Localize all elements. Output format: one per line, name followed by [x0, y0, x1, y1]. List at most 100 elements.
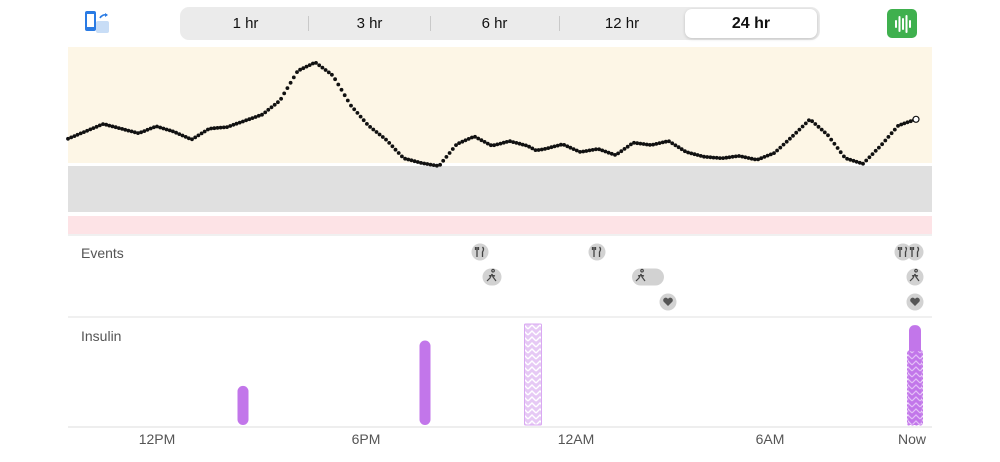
glucose-point — [797, 127, 802, 132]
events-label: Events — [81, 245, 124, 261]
glucose-point — [702, 154, 706, 159]
glucose-point — [574, 148, 579, 153]
glucose-point — [698, 154, 703, 158]
glucose-point — [692, 152, 697, 157]
glucose-point — [482, 140, 487, 144]
fork-knife-icon — [897, 246, 908, 257]
glucose-point — [409, 158, 414, 163]
glucose-point — [578, 150, 582, 154]
glucose-point — [355, 111, 360, 115]
glucose-point — [756, 157, 760, 162]
glucose-point — [361, 118, 366, 123]
event-badge-heart[interactable] — [659, 293, 677, 311]
phone-rotate-icon — [85, 11, 109, 33]
glucose-point — [768, 152, 773, 157]
glucose-point — [686, 150, 690, 155]
glucose-point — [676, 145, 681, 150]
running-icon — [635, 268, 646, 282]
tab-1hr[interactable]: 1 hr — [232, 15, 259, 32]
insulin-bolus-bar[interactable] — [419, 340, 431, 425]
tab-24hr[interactable]: 24 hr — [685, 9, 817, 38]
fork-knife-icon — [909, 246, 920, 257]
glucose-point — [705, 155, 710, 159]
glucose-point — [377, 132, 382, 137]
glucose-point — [492, 143, 496, 148]
event-badge-exercise[interactable] — [632, 268, 664, 286]
tab-12hr[interactable]: 12 hr — [604, 15, 640, 32]
x-tick-label: 6AM — [756, 431, 785, 447]
glucose-point — [848, 157, 853, 162]
glucose-point — [218, 125, 223, 130]
tab-6hr[interactable]: 6 hr — [481, 15, 508, 32]
waveform-button[interactable] — [887, 9, 917, 38]
glucose-point — [196, 133, 201, 138]
glucose-point — [877, 145, 881, 150]
glucose-point — [276, 100, 280, 105]
glucose-point — [905, 120, 910, 125]
glucose-point — [743, 155, 748, 160]
glucose-point — [450, 147, 455, 151]
glucose-point — [571, 147, 576, 152]
glucose-point — [314, 61, 318, 65]
glucose-point — [250, 116, 255, 120]
event-badge-meal[interactable] — [894, 243, 912, 261]
glucose-point — [619, 149, 624, 154]
glucose-point — [438, 162, 442, 167]
glucose-point — [616, 151, 620, 156]
glucose-point — [330, 72, 334, 77]
glucose-point — [539, 147, 544, 152]
event-badge-heart[interactable] — [906, 293, 924, 311]
glucose-point — [660, 140, 665, 145]
glucose-point — [638, 141, 643, 146]
glucose-point — [845, 156, 849, 161]
glucose-point — [880, 142, 884, 147]
glucose-point — [470, 135, 474, 140]
glucose-point — [606, 150, 611, 155]
glucose-point — [772, 151, 776, 156]
event-badge-meal[interactable] — [471, 243, 489, 261]
glucose-point — [145, 127, 150, 132]
glucose-point — [654, 142, 659, 146]
event-badge-meal[interactable] — [906, 243, 924, 261]
glucose-point — [298, 67, 302, 72]
glucose-point — [396, 151, 401, 155]
glucose-point — [91, 126, 96, 130]
glucose-point — [304, 64, 309, 69]
glucose-point — [800, 124, 805, 129]
glucose-point — [66, 136, 70, 141]
glucose-point — [899, 122, 904, 127]
glucose-point — [279, 96, 283, 101]
glucose-point — [870, 152, 875, 157]
glucose-point — [371, 127, 376, 132]
glucose-point — [193, 135, 198, 140]
event-badge-exercise[interactable] — [906, 268, 924, 286]
glucose-point — [457, 141, 461, 146]
insulin-bolus-bar[interactable] — [237, 385, 249, 425]
glucose-point — [155, 124, 159, 129]
tab-3hr[interactable]: 3 hr — [356, 15, 383, 32]
glucose-point — [520, 142, 525, 147]
insulin-extended-bar[interactable] — [524, 323, 542, 426]
glucose-point — [867, 155, 872, 160]
insulin-extended-bar[interactable] — [907, 350, 923, 426]
phone-rotate-button[interactable] — [83, 9, 113, 37]
glucose-point — [266, 107, 271, 112]
event-badge-meal[interactable] — [588, 243, 606, 261]
glucose-point — [320, 65, 325, 70]
glucose-point — [209, 126, 214, 131]
glucose-point — [107, 123, 112, 128]
glucose-point — [644, 142, 649, 147]
glucose-point — [727, 155, 732, 160]
time-range-segmented-control: 1 hr 3 hr 6 hr 12 hr 24 hr — [180, 7, 820, 40]
glucose-point — [393, 147, 398, 152]
event-badge-exercise[interactable] — [482, 268, 502, 286]
glucose-point — [190, 137, 194, 142]
x-tick-label: 12PM — [139, 431, 176, 447]
tab-divider — [308, 16, 309, 31]
glucose-point — [365, 122, 369, 126]
glucose-series — [66, 61, 920, 168]
glucose-point — [167, 128, 172, 133]
glucose-point — [406, 157, 411, 162]
glucose-point — [136, 131, 140, 136]
glucose-point — [498, 141, 503, 146]
